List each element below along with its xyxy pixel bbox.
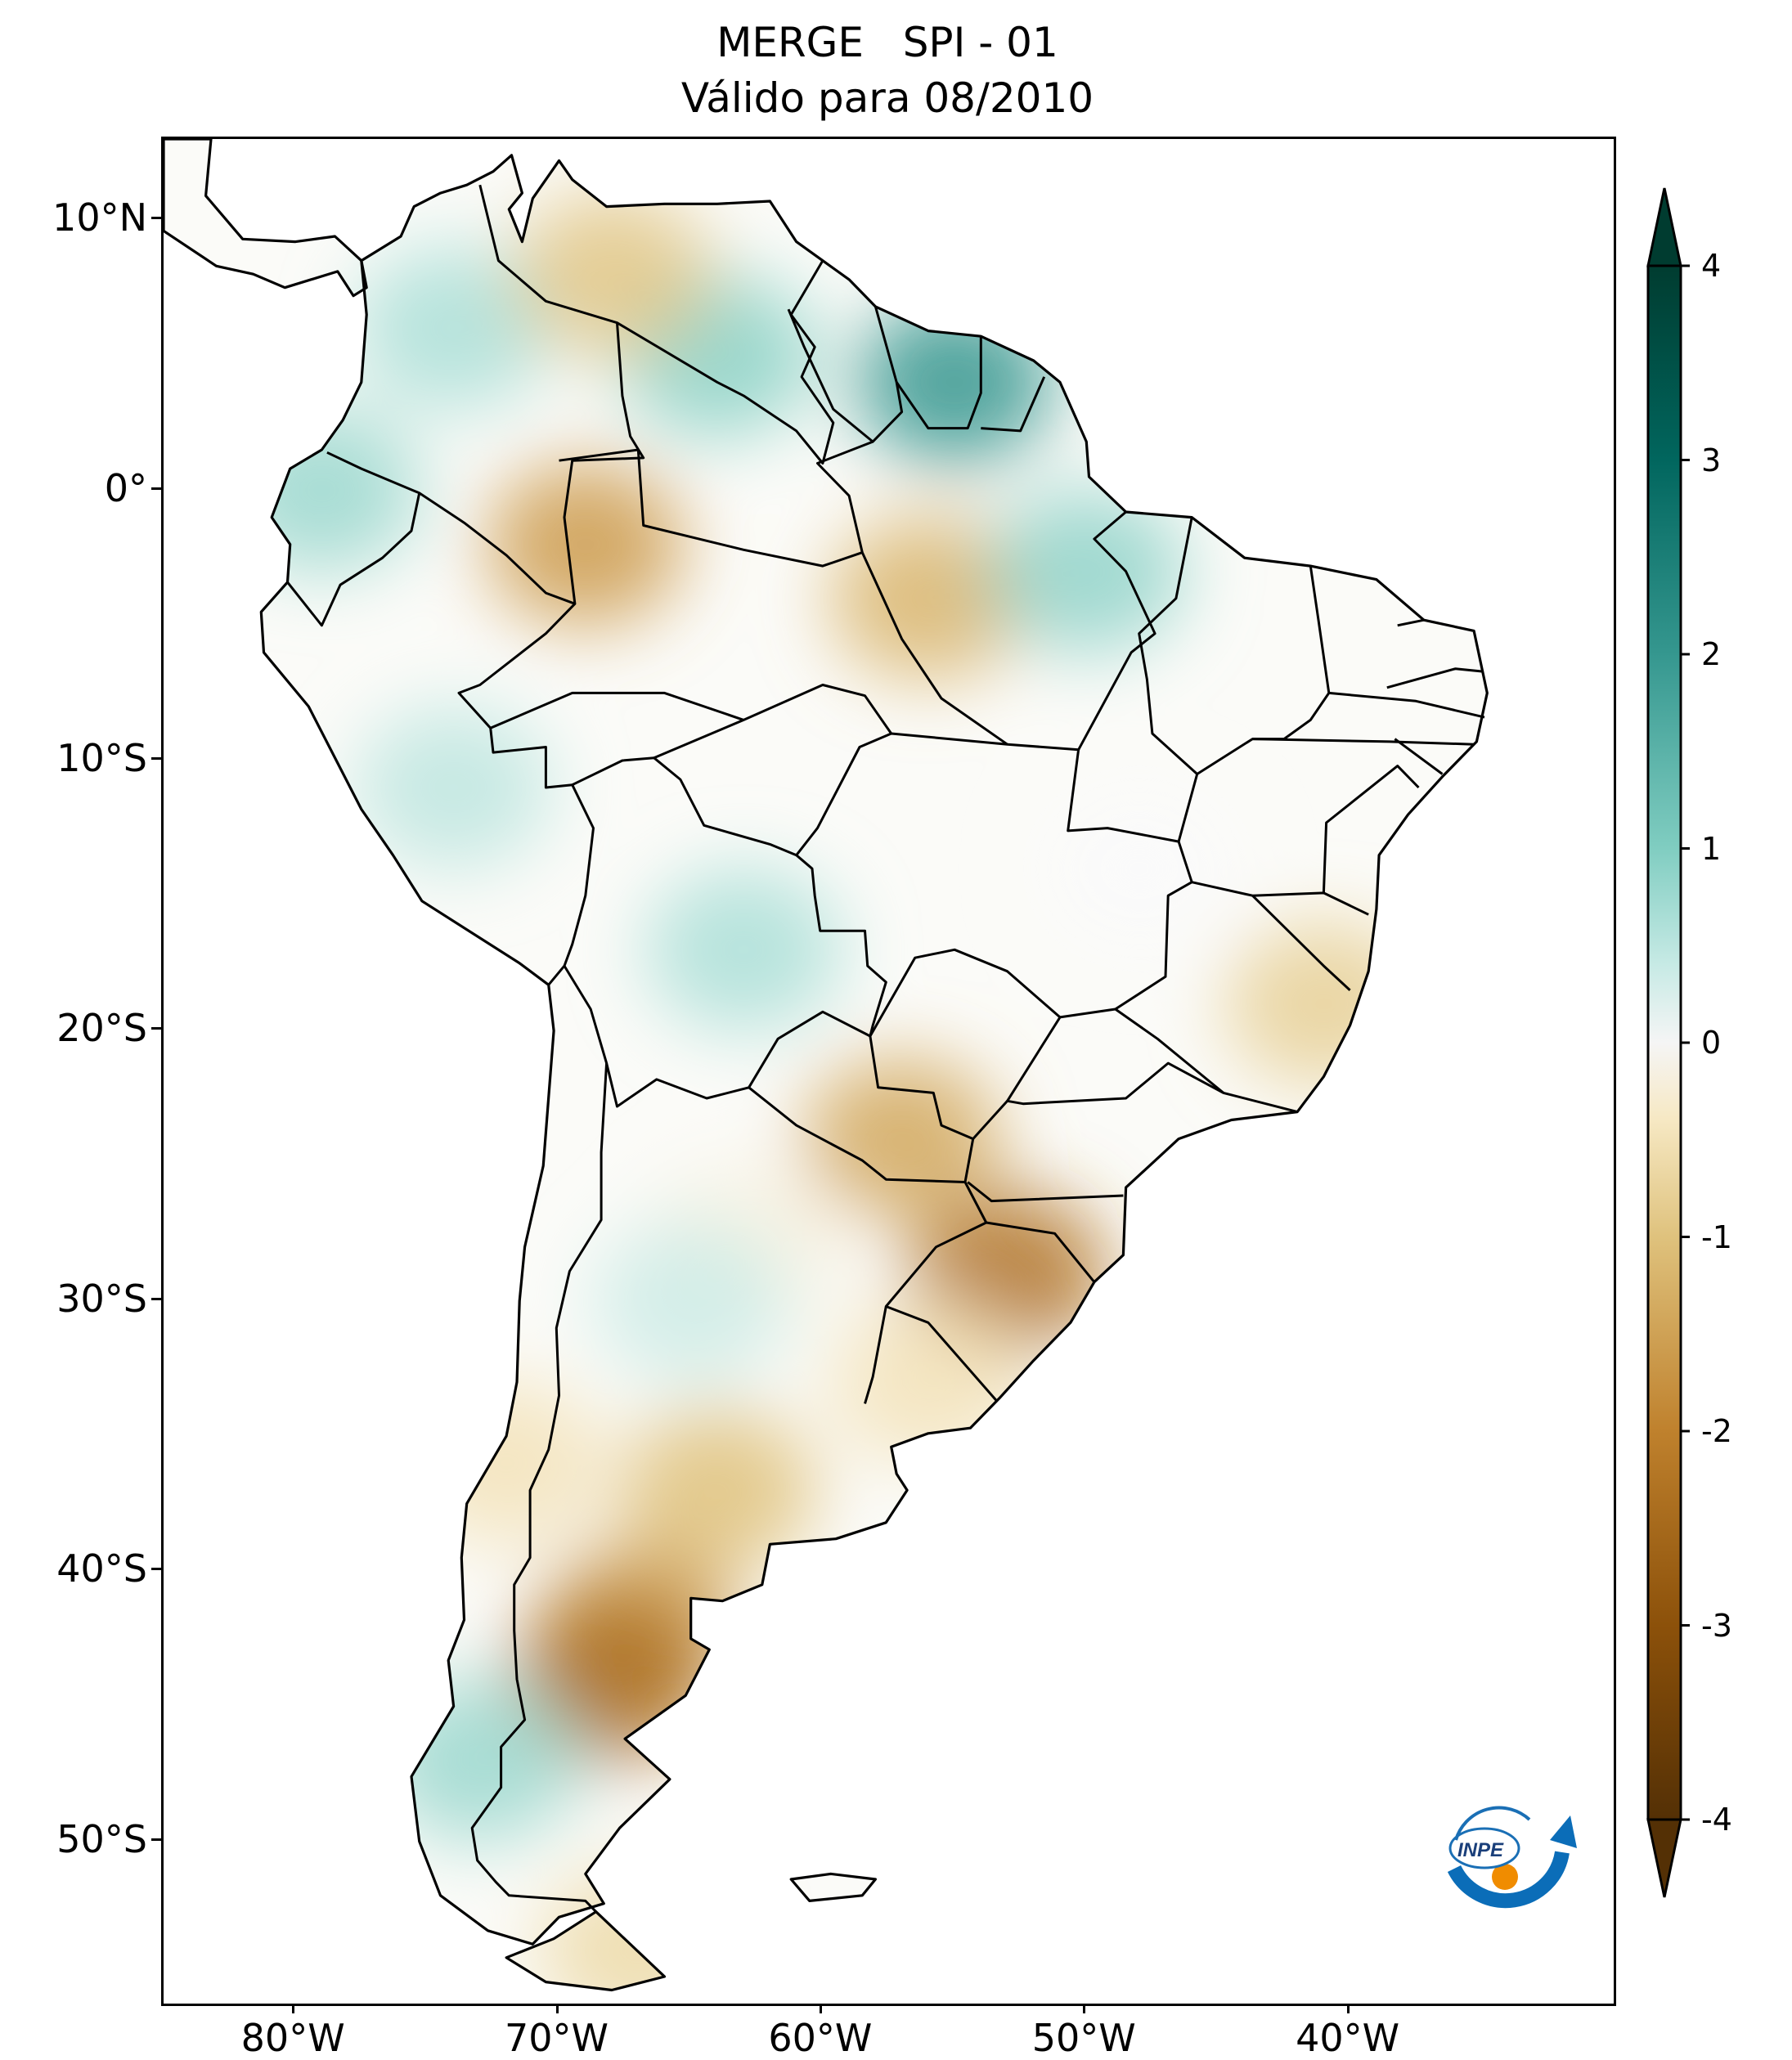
border-line xyxy=(653,684,892,760)
border-line xyxy=(864,1181,988,1404)
map-title: MERGE SPI - 01 xyxy=(716,19,1058,66)
border-line xyxy=(1138,517,1198,775)
colorbar-tick-label: 3 xyxy=(1701,442,1722,478)
map-panel: Guianas / northern Pará: 2Venezuela sout… xyxy=(161,137,1616,2006)
border-line xyxy=(286,492,421,627)
lat-label: 40°S xyxy=(56,1546,147,1591)
coastline xyxy=(164,139,1489,1992)
spi-region-central-chile: Central Chile: -0.8 xyxy=(408,1381,605,1546)
colorbar-tick-label: 1 xyxy=(1701,830,1722,867)
spi-region-uruguay: Uruguay: -0.8 xyxy=(829,1300,1026,1464)
spi-region-argentina-chaco-west: Argentina Chaco west: 0.6 xyxy=(592,1218,789,1383)
colorbar-tick-label: 4 xyxy=(1701,248,1722,284)
border-line xyxy=(895,336,982,430)
spi-region-paraguay: Paraguay: -1.7 xyxy=(803,1057,1000,1221)
border-line xyxy=(795,732,1193,1011)
colorbar-tick-label: -2 xyxy=(1701,1413,1732,1449)
border-line xyxy=(1077,510,1156,751)
lat-tick xyxy=(151,757,161,760)
lat-label: 10°N xyxy=(52,195,147,240)
border-line xyxy=(490,691,744,729)
colorbar-min-extension xyxy=(1646,1818,1682,1898)
spi-region-ecuador-coast: Ecuador coast: 1.2 xyxy=(223,408,420,572)
border-line xyxy=(470,1063,609,1913)
border-line xyxy=(457,603,595,986)
lon-tick xyxy=(1346,2004,1350,2013)
border-line xyxy=(572,756,887,1037)
lon-tick xyxy=(555,2004,559,2013)
spi-region-amazon-northwest: Amazon northwest: -1.8 xyxy=(487,462,684,626)
inpe-logo: INPE xyxy=(1447,1806,1577,1909)
border-line xyxy=(1191,881,1369,916)
colorbar-tick-label: 0 xyxy=(1701,1025,1722,1061)
border-line xyxy=(563,965,871,1108)
lat-label: 10°S xyxy=(56,736,147,780)
colorbar-tick-label: -1 xyxy=(1701,1218,1732,1255)
lat-tick xyxy=(151,487,161,490)
spi-region-minas-gerais-esp-rito-santo: Minas Gerais / Espírito Santo: -1.2 xyxy=(1225,922,1422,1086)
border-line xyxy=(816,440,1008,746)
coastline-segment xyxy=(259,154,1489,1946)
border-line xyxy=(1252,738,1475,746)
spi-region-guianas-northern-par-: Guianas / northern Pará: 2 xyxy=(856,300,1053,465)
colorbar-max-extension xyxy=(1646,187,1682,267)
spi-region-central-amazon: Central Amazon: -1.6 xyxy=(829,516,1026,680)
lat-tick xyxy=(151,217,161,220)
lon-tick xyxy=(1083,2004,1086,2013)
coastline-segment xyxy=(789,1872,877,1902)
lon-tick xyxy=(292,2004,295,2013)
border-line xyxy=(1386,667,1482,689)
colorbar xyxy=(1646,187,1690,1898)
coastline-segment xyxy=(164,139,368,298)
lon-label: 60°W xyxy=(768,2016,873,2060)
lon-label: 70°W xyxy=(505,2016,609,2060)
spi-region-bolivia-lowlands: Bolivia lowlands: 1 xyxy=(645,868,842,1032)
lat-tick xyxy=(151,1027,161,1030)
svg-text:INPE: INPE xyxy=(1457,1839,1504,1861)
colorbar-tick-label: -3 xyxy=(1701,1607,1732,1644)
border-line xyxy=(986,1221,1096,1283)
border-line xyxy=(1006,1017,1224,1106)
spi-region-par-east: Pará east: 1.3 xyxy=(988,489,1185,653)
lat-label: 20°S xyxy=(56,1006,147,1051)
lon-tick xyxy=(819,2004,822,2013)
border-line xyxy=(748,1035,975,1183)
map-subtitle: Válido para 08/2010 xyxy=(680,74,1094,122)
lat-tick xyxy=(151,1568,161,1571)
lon-label: 80°W xyxy=(240,2016,345,2060)
border-line xyxy=(885,1305,998,1403)
country-borders xyxy=(286,184,1485,1913)
colorbar-tick-label: -4 xyxy=(1701,1802,1732,1838)
border-line xyxy=(1328,691,1485,719)
lat-label: 50°S xyxy=(56,1816,147,1861)
border-line xyxy=(967,1181,1124,1203)
lat-tick xyxy=(151,1297,161,1300)
lon-label: 50°W xyxy=(1031,2016,1136,2060)
spi-region-buenos-aires-la-pampa: Buenos Aires / La Pampa: -1.5 xyxy=(619,1408,815,1573)
lon-label: 40°W xyxy=(1296,2016,1400,2060)
border-line xyxy=(1251,895,1351,992)
colorbar-gradient xyxy=(1646,264,1682,1821)
map-canvas: Guianas / northern Pará: 2Venezuela sout… xyxy=(164,139,1489,1992)
spi-region-venezuela-andes: Venezuela Andes: -1.4 xyxy=(514,192,710,357)
lat-tick xyxy=(151,1838,161,1841)
coastline-segment xyxy=(505,1910,667,1992)
border-line xyxy=(981,376,1046,433)
border-line xyxy=(972,1100,1008,1140)
lat-label: 0° xyxy=(104,465,147,510)
border-line xyxy=(1397,618,1425,627)
colorbar-tick-label: 2 xyxy=(1701,636,1722,672)
border-line xyxy=(616,259,835,465)
spi-region-colombia-northwest: Colombia northwest: 1 xyxy=(355,246,552,411)
spi-region-central-brazil: Central Brazil: 0 xyxy=(1040,787,1237,951)
spi-region-peru-central: Peru central: 0.8 xyxy=(355,706,552,869)
lat-label: 30°S xyxy=(56,1276,147,1321)
border-line xyxy=(326,184,645,605)
border-line xyxy=(559,448,863,568)
border-line xyxy=(1322,765,1420,893)
border-line xyxy=(1394,738,1444,775)
border-line xyxy=(1177,565,1331,842)
